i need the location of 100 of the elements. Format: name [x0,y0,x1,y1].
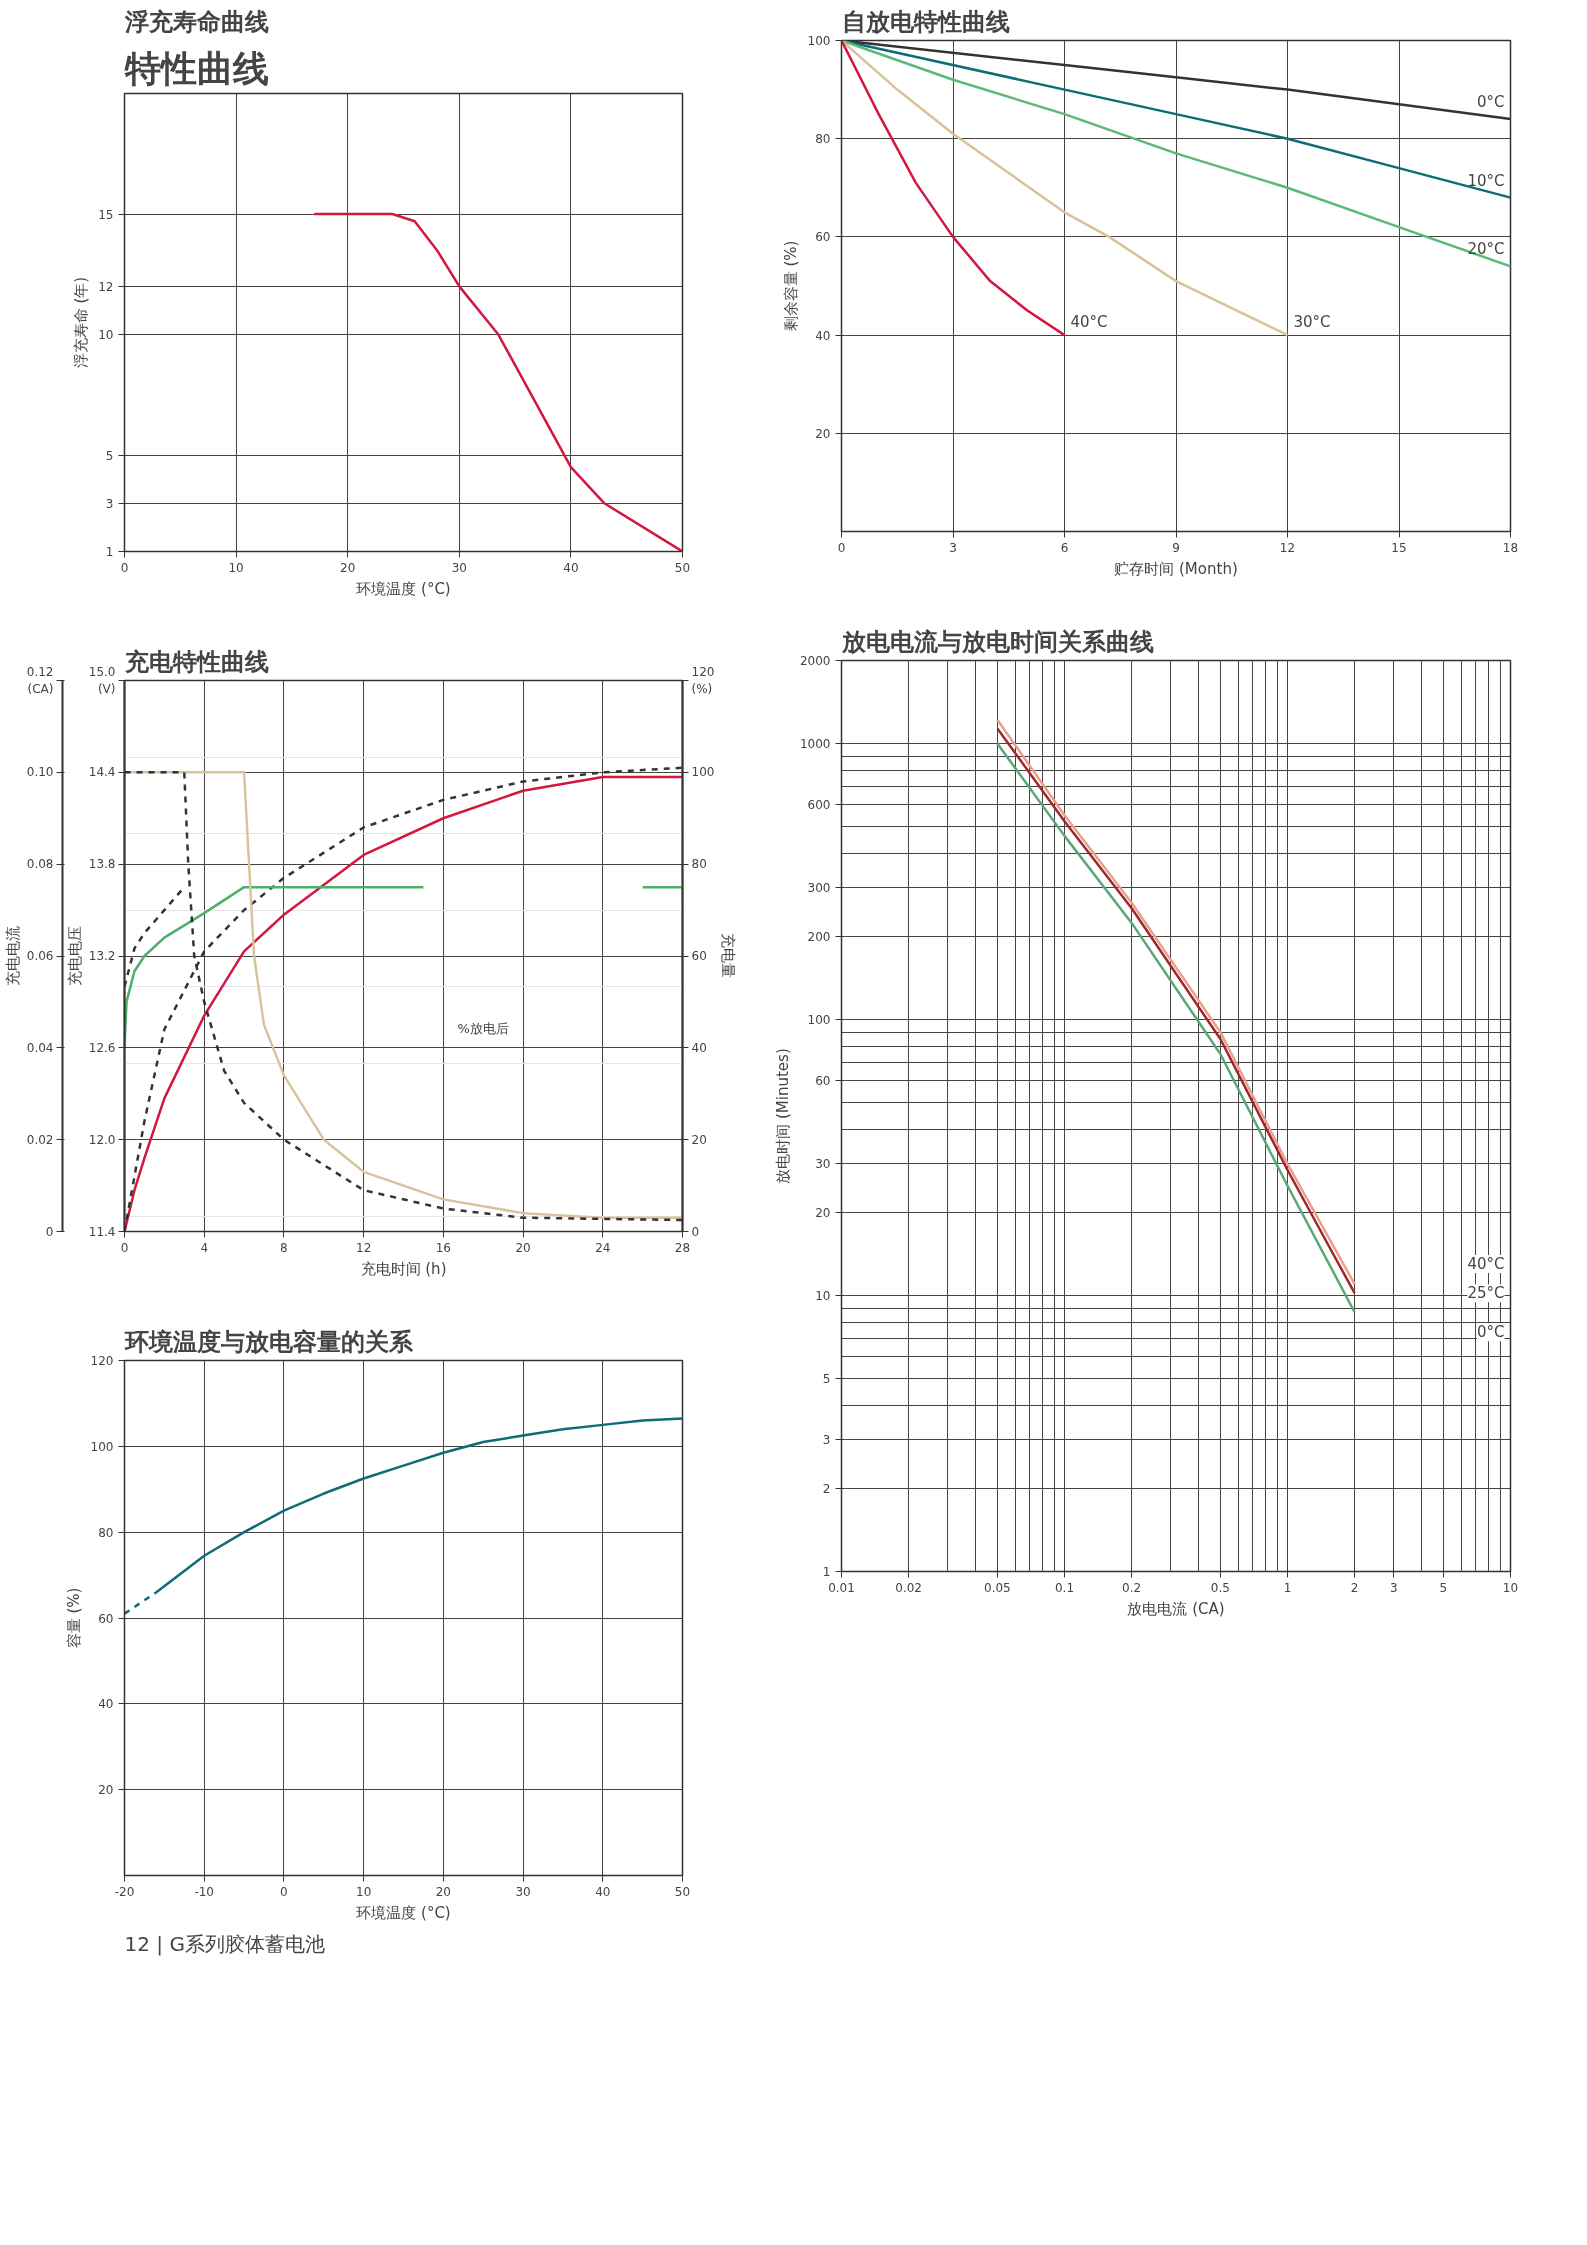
y-tick-label: 60 [815,1074,831,1089]
x-tick-label: 10 [1502,1580,1519,1595]
x-tick-label: 0 [120,560,129,575]
x-tick-label: 28 [674,1240,691,1255]
x-tick-label: 50 [674,560,691,575]
y3-tick-label: 60 [691,949,707,963]
y-tick-label: 5 [105,448,114,463]
y3-axis-title: 充电量 [719,933,738,979]
y-tick-label: 80 [815,132,831,147]
y-tick-label: 120 [90,1354,114,1368]
chart-title: 环境温度与放电容量的关系 [123,1327,414,1356]
y2-tick-label: 0.04 [26,1040,54,1055]
x-tick-label: -10 [194,1884,215,1899]
y2-tick-label: 0 [45,1224,54,1239]
x-tick-label: 20 [340,560,356,575]
y-tick-label: 3 [105,496,114,511]
text: 12 | G系列胶体蓄电池 [124,1931,325,1956]
y3-tick-label: 80 [691,857,707,872]
text: 特性曲线 [123,47,269,89]
x-tick-label: 3 [949,540,957,555]
x-tick-label: 40 [595,1884,611,1899]
x-tick-label: 0.5 [1210,1580,1230,1595]
x-axis-title: 放电电流 (CA) [1127,1599,1225,1618]
y-tick-label: 12.6 [88,1040,116,1055]
y-tick-label: 100 [807,1013,831,1028]
x-tick-label: 0.1 [1054,1580,1075,1595]
y-tick-label: 60 [98,1611,114,1626]
annotation: %放电后 [457,1020,509,1036]
y-tick-label: 30 [815,1157,831,1172]
x-tick-label: 15 [1391,540,1407,555]
y-tick-label: 10 [98,328,114,343]
y-tick-label: 1000 [799,737,831,752]
x-tick-label: 3 [1390,1580,1398,1595]
y2-tick-label: 0.10 [26,765,54,780]
x-tick-label: 40 [563,560,579,575]
chart-title: 充电特性曲线 [123,647,269,676]
y-tick-label: 3 [822,1433,831,1448]
x-axis-title: 环境温度 (°C) [356,1903,451,1922]
x-tick-label: 0.05 [984,1580,1011,1595]
y-tick-label: 15.0 (V) [88,665,116,696]
y-tick-label: 20 [815,1205,831,1220]
y-tick-label: 20 [98,1783,114,1798]
line-series [312,212,683,552]
x-axis-title: 贮存时间 (Month) [1114,559,1238,578]
y2-tick-label: 0.06 [26,949,54,963]
x-tick-label: 6 [1060,540,1069,555]
y-tick-label: 11.4 [88,1224,116,1239]
y-tick-label: 10 [815,1289,831,1304]
x-tick-label: 30 [451,560,467,575]
y2-tick-label: 0.08 [26,857,54,872]
x-tick-label: 20 [515,1240,531,1255]
line-series [841,40,1289,337]
y-tick-label: 13.2 [88,949,116,963]
y-tick-label: 1 [822,1565,831,1579]
series-label: 20°C [1467,240,1505,259]
x-tick-label: 0 [120,1240,129,1255]
y-tick-label: 2 [822,1481,831,1496]
x-tick-label: 0 [280,1884,288,1899]
x-tick-label: 0.02 [895,1580,922,1595]
series-label: 30°C [1293,313,1331,332]
series-label: 10°C [1467,171,1505,190]
y-tick-label: 40 [98,1697,114,1712]
y3-tick-label: 0 [691,1224,700,1239]
y-tick-label: 15 [98,207,114,222]
y-tick-label: 2000 [799,654,831,668]
x-tick-label: 30 [515,1884,531,1899]
x-tick-label: 1 [1283,1580,1292,1595]
series-label: 0°C [1476,93,1505,112]
line-series [841,40,1066,337]
text: 0°C [1476,1323,1505,1342]
x-tick-label: 10 [228,560,244,575]
y-tick-label: 20 [815,426,831,441]
y3-tick-label: 40 [691,1040,707,1055]
y-axis-title: 容量 (%) [64,1587,83,1649]
x-tick-label: -20 [114,1884,135,1899]
text: 40°C [1467,1255,1505,1274]
y-tick-label: 100 [90,1439,114,1454]
x-tick-label: 2 [1350,1580,1359,1595]
chart-title: 浮充寿命曲线 [123,7,269,36]
x-tick-label: 9 [1172,540,1180,555]
y-tick-label: 80 [98,1525,114,1540]
x-tick-label: 5 [1439,1580,1448,1595]
x-tick-label: 4 [200,1240,209,1255]
x-tick-label: 8 [280,1240,288,1255]
y3-tick-label: 120 (%) [691,665,715,696]
x-axis-title: 充电时间 (h) [360,1259,447,1278]
x-tick-label: 0.2 [1122,1580,1142,1595]
x-axis-title: 环境温度 (°C) [356,579,451,598]
y-tick-label: 60 [815,230,831,245]
x-tick-label: 50 [674,1884,691,1899]
y-tick-label: 14.4 [88,765,116,780]
chart-title: 自放电特性曲线 [841,7,1010,36]
x-tick-label: 12 [1279,540,1296,555]
y-tick-label: 40 [815,328,831,343]
x-tick-label: 0 [837,540,846,555]
y-tick-label: 12.0 [88,1132,116,1147]
x-tick-label: 16 [435,1240,451,1255]
y3-tick-label: 100 [691,765,715,780]
y-axis-title: 浮充寿命 (年) [72,276,91,369]
x-tick-label: 12 [356,1240,372,1255]
